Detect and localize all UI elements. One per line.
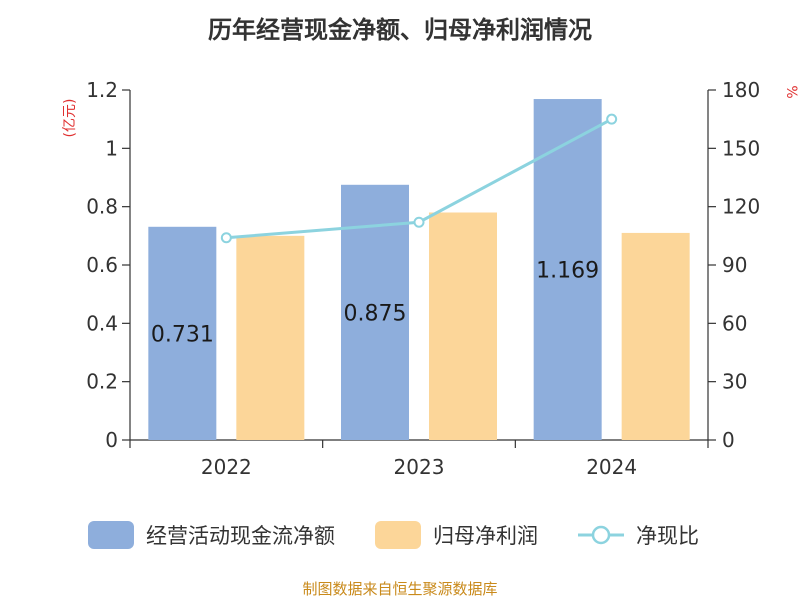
line-point bbox=[220, 232, 232, 244]
right-axis-unit: % bbox=[783, 85, 799, 98]
right-tick-label: 120 bbox=[722, 195, 760, 219]
left-tick-label: 1.2 bbox=[86, 78, 118, 102]
bars-layer bbox=[148, 99, 690, 441]
bar-operating-cashflow bbox=[148, 226, 217, 440]
legend-line-marker bbox=[591, 525, 611, 545]
legend-swatch bbox=[375, 521, 421, 549]
bar-net-profit bbox=[429, 212, 497, 440]
left-tick-label: 0.8 bbox=[86, 195, 118, 219]
left-tick-label: 0 bbox=[105, 428, 118, 452]
data-label: 1.169 bbox=[536, 259, 599, 284]
line-point bbox=[606, 113, 618, 125]
left-tick-label: 0.2 bbox=[86, 370, 118, 394]
legend-label: 归母净利润 bbox=[433, 524, 538, 548]
legend: 经营活动现金流净额 归母净利润 净现比 bbox=[88, 521, 699, 549]
source-note: 制图数据来自恒生聚源数据库 bbox=[302, 580, 497, 598]
left-tick-label: 0.6 bbox=[86, 253, 118, 277]
x-tick-label: 2022 bbox=[201, 455, 252, 479]
right-tick-label: 90 bbox=[722, 253, 747, 277]
legend-label: 净现比 bbox=[636, 524, 699, 548]
x-tick-label: 2024 bbox=[586, 455, 637, 479]
right-tick-label: 60 bbox=[722, 311, 747, 335]
line-layer bbox=[220, 113, 618, 244]
right-tick-label: 150 bbox=[722, 136, 760, 160]
right-tick-label: 0 bbox=[722, 428, 735, 452]
bar-net-profit bbox=[236, 235, 305, 440]
chart-title: 历年经营现金净额、归母净利润情况 bbox=[208, 16, 592, 44]
legend-swatch bbox=[88, 521, 134, 549]
axes: 0 0.2 0.4 0.6 0.8 1 1.2 0 30 60 90 120 150 180 2022 202… bbox=[86, 78, 760, 479]
data-label: 0.875 bbox=[344, 301, 407, 326]
right-tick-label: 180 bbox=[722, 78, 760, 102]
left-tick-label: 0.4 bbox=[86, 311, 118, 335]
line-point bbox=[413, 216, 425, 228]
legend-label: 经营活动现金流净额 bbox=[146, 524, 335, 548]
left-tick-label: 1 bbox=[105, 136, 118, 160]
data-label: 0.731 bbox=[151, 322, 214, 347]
left-axis-unit: (亿元) bbox=[62, 99, 78, 138]
right-tick-label: 30 bbox=[722, 370, 747, 394]
data-labels-layer: 0.731 0.875 1.169 bbox=[151, 259, 599, 348]
bar-net-profit bbox=[621, 232, 690, 440]
x-tick-label: 2023 bbox=[394, 455, 445, 479]
